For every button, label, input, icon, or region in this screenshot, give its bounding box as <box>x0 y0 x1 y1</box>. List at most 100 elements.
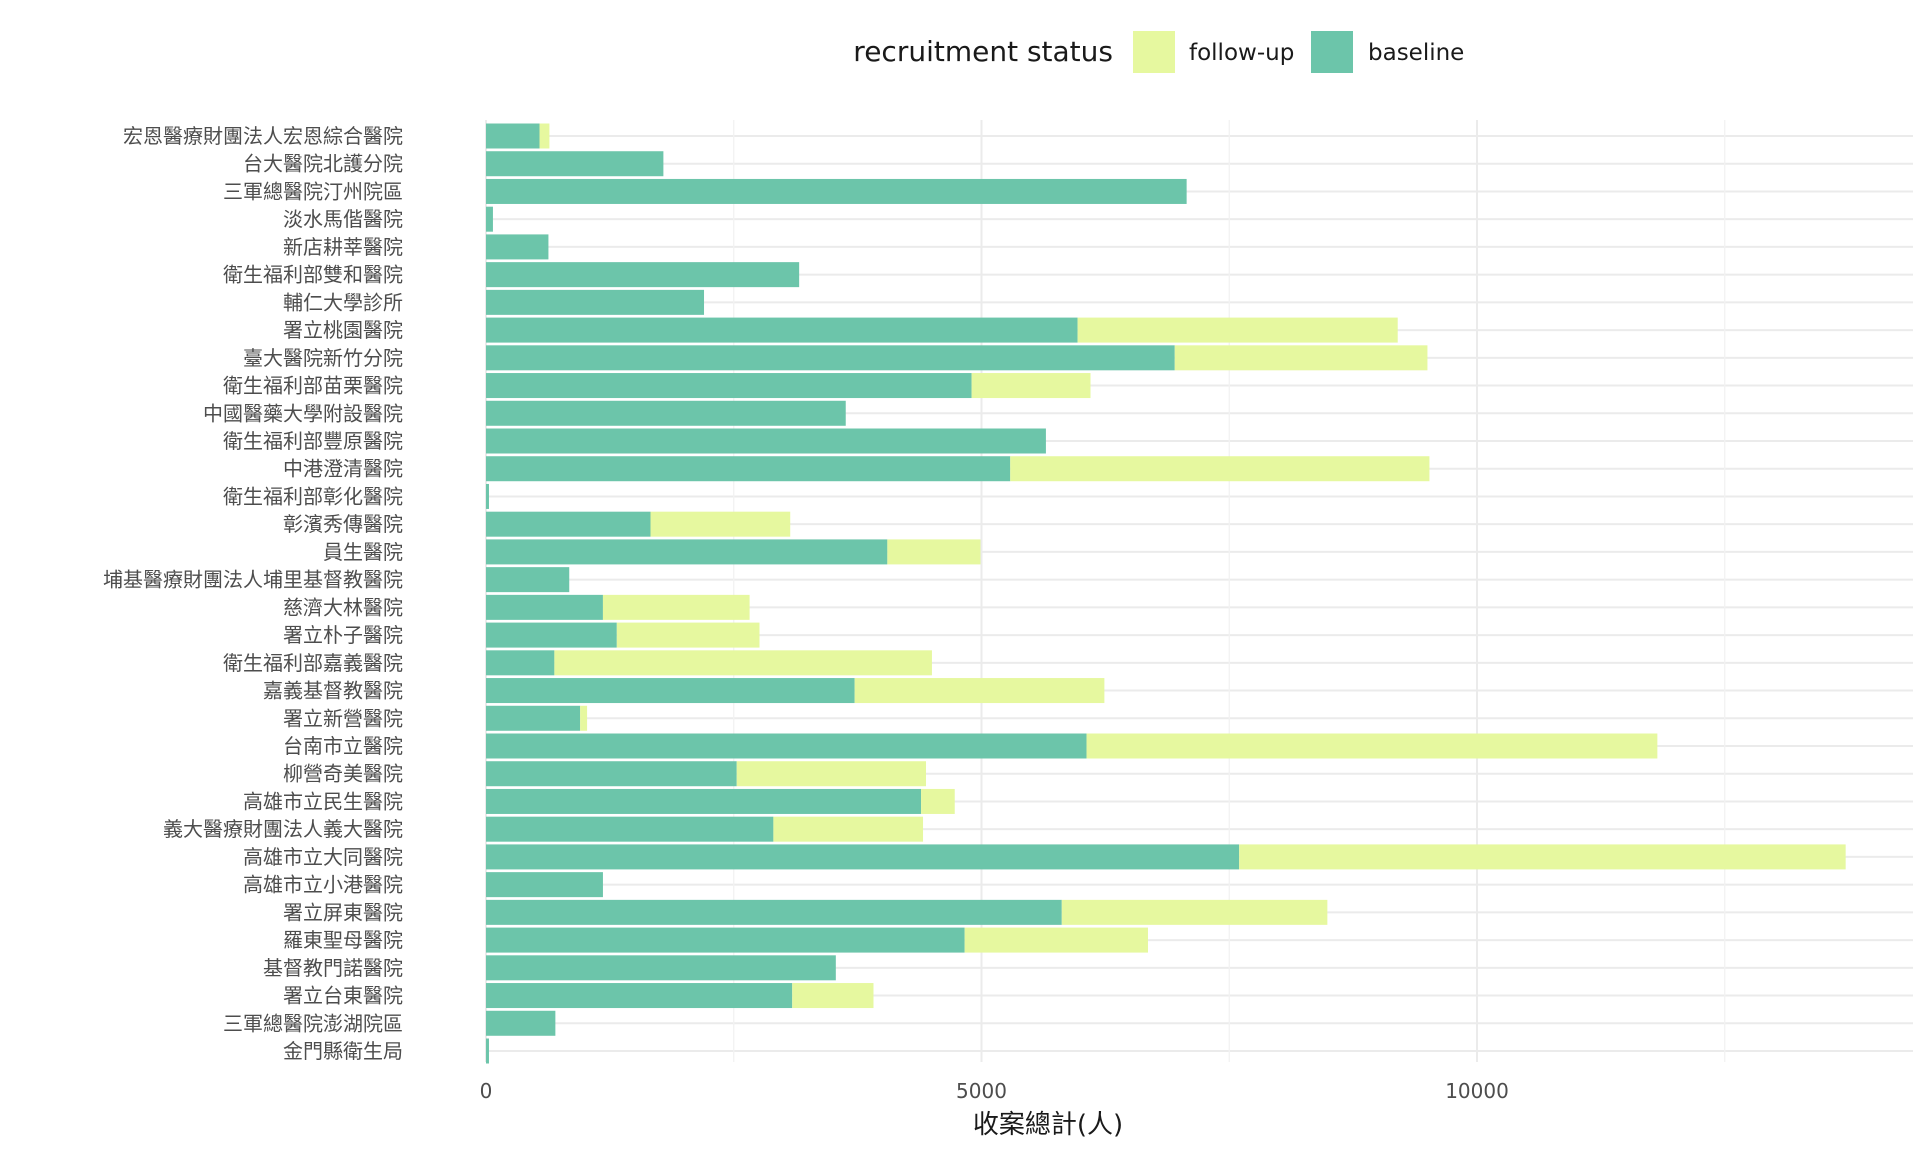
category-label: 中國醫藥大學附設醫院 <box>203 401 403 425</box>
bar-follow-up <box>1010 456 1430 482</box>
category-label: 新店耕莘醫院 <box>283 235 403 259</box>
bar-follow-up <box>1077 317 1398 343</box>
category-label: 台大醫院北護分院 <box>243 152 403 176</box>
category-label: 臺大醫院新竹分院 <box>243 346 403 370</box>
bar-baseline <box>486 539 888 565</box>
bar-follow-up <box>773 816 924 842</box>
bar-follow-up <box>539 123 550 149</box>
category-label: 高雄市立小港醫院 <box>243 873 403 897</box>
bar-baseline <box>486 733 1087 759</box>
legend-swatch-follow-up <box>1133 31 1175 73</box>
category-label: 彰濱秀傳醫院 <box>283 512 403 536</box>
category-label: 署立新營醫院 <box>283 706 403 730</box>
bar-baseline <box>486 844 1240 870</box>
bar-baseline <box>486 373 972 399</box>
bar-follow-up <box>792 983 874 1009</box>
bar-baseline <box>486 262 800 288</box>
bar-baseline <box>486 206 493 232</box>
bar-follow-up <box>921 788 955 814</box>
bar-follow-up <box>964 927 1148 953</box>
bar-baseline <box>486 872 603 898</box>
x-tick-label: 10000 <box>1445 1079 1509 1103</box>
bar-baseline <box>486 650 555 676</box>
bar-follow-up <box>887 539 981 565</box>
legend-label-baseline: baseline <box>1368 40 1464 66</box>
bar-baseline <box>486 317 1078 343</box>
bar-baseline <box>486 456 1011 482</box>
bar-baseline <box>486 622 617 648</box>
category-label: 三軍總醫院澎湖院區 <box>223 1011 403 1035</box>
bar-follow-up <box>1239 844 1846 870</box>
x-axis-title: 收案總計(人) <box>973 1110 1123 1140</box>
bar-baseline <box>486 594 603 620</box>
category-label: 衛生福利部雙和醫院 <box>223 263 403 287</box>
bar-follow-up <box>616 622 760 648</box>
legend-swatch-baseline <box>1311 31 1353 73</box>
category-labels: 宏恩醫療財團法人宏恩綜合醫院台大醫院北護分院三軍總醫院汀州院區淡水馬偕醫院新店耕… <box>103 124 403 1063</box>
bar-baseline <box>486 816 774 842</box>
bar-baseline <box>486 289 705 315</box>
bar-baseline <box>486 899 1062 925</box>
bar-follow-up <box>1061 899 1328 925</box>
bar-baseline <box>486 1038 489 1064</box>
bar-follow-up <box>1086 733 1658 759</box>
category-label: 衛生福利部嘉義醫院 <box>223 651 403 675</box>
bar-follow-up <box>971 373 1091 399</box>
x-tick-label: 5000 <box>956 1079 1007 1103</box>
category-label: 金門縣衛生局 <box>283 1039 403 1063</box>
bars <box>486 123 1846 1064</box>
bar-baseline <box>486 483 489 509</box>
bar-baseline <box>486 955 836 981</box>
bar-follow-up <box>554 650 932 676</box>
bar-baseline <box>486 927 965 953</box>
category-label: 台南市立醫院 <box>283 734 403 758</box>
bar-baseline <box>486 983 793 1009</box>
bar-baseline <box>486 567 570 593</box>
category-label: 柳營奇美醫院 <box>283 762 403 786</box>
bar-baseline <box>486 234 549 260</box>
bar-follow-up <box>650 511 791 537</box>
category-label: 義大醫療財團法人義大醫院 <box>163 817 403 841</box>
category-label: 嘉義基督教醫院 <box>263 679 403 703</box>
category-label: 衛生福利部豐原醫院 <box>223 429 403 453</box>
bar-baseline <box>486 678 855 704</box>
bar-follow-up <box>736 761 927 787</box>
category-label: 三軍總醫院汀州院區 <box>223 179 403 203</box>
bar-baseline <box>486 511 651 537</box>
category-label: 署立屏東醫院 <box>283 900 403 924</box>
legend-label-follow-up: follow-up <box>1189 40 1294 66</box>
category-label: 中港澄清醫院 <box>283 457 403 481</box>
bar-baseline <box>486 178 1187 204</box>
bar-baseline <box>486 151 664 177</box>
category-label: 淡水馬偕醫院 <box>283 207 403 231</box>
category-label: 署立桃園醫院 <box>283 318 403 342</box>
legend: recruitment status follow-up baseline <box>853 31 1464 73</box>
category-label: 員生醫院 <box>323 540 403 564</box>
category-label: 高雄市立民生醫院 <box>243 789 403 813</box>
bar-follow-up <box>602 594 750 620</box>
category-label: 埔基醫療財團法人埔里基督教醫院 <box>103 568 403 592</box>
bar-baseline <box>486 705 581 731</box>
bar-baseline <box>486 1010 556 1036</box>
category-label: 高雄市立大同醫院 <box>243 845 403 869</box>
category-label: 衛生福利部苗栗醫院 <box>223 374 403 398</box>
x-axis-ticks: 0 5000 10000 <box>480 1079 1509 1103</box>
category-label: 署立朴子醫院 <box>283 623 403 647</box>
category-label: 慈濟大林醫院 <box>283 595 403 619</box>
bar-baseline <box>486 428 1046 454</box>
category-label: 基督教門諾醫院 <box>263 956 403 980</box>
category-label: 衛生福利部彰化醫院 <box>223 484 403 508</box>
bar-baseline <box>486 761 737 787</box>
category-label: 輔仁大學診所 <box>283 290 403 314</box>
category-label: 署立台東醫院 <box>283 984 403 1008</box>
bar-follow-up <box>854 678 1105 704</box>
bar-follow-up <box>580 705 588 731</box>
category-label: 宏恩醫療財團法人宏恩綜合醫院 <box>123 124 403 148</box>
bar-baseline <box>486 400 846 426</box>
x-tick-label: 0 <box>480 1079 493 1103</box>
bar-follow-up <box>1174 345 1428 371</box>
bar-baseline <box>486 788 922 814</box>
category-label: 羅東聖母醫院 <box>283 928 403 952</box>
bar-baseline <box>486 123 540 149</box>
